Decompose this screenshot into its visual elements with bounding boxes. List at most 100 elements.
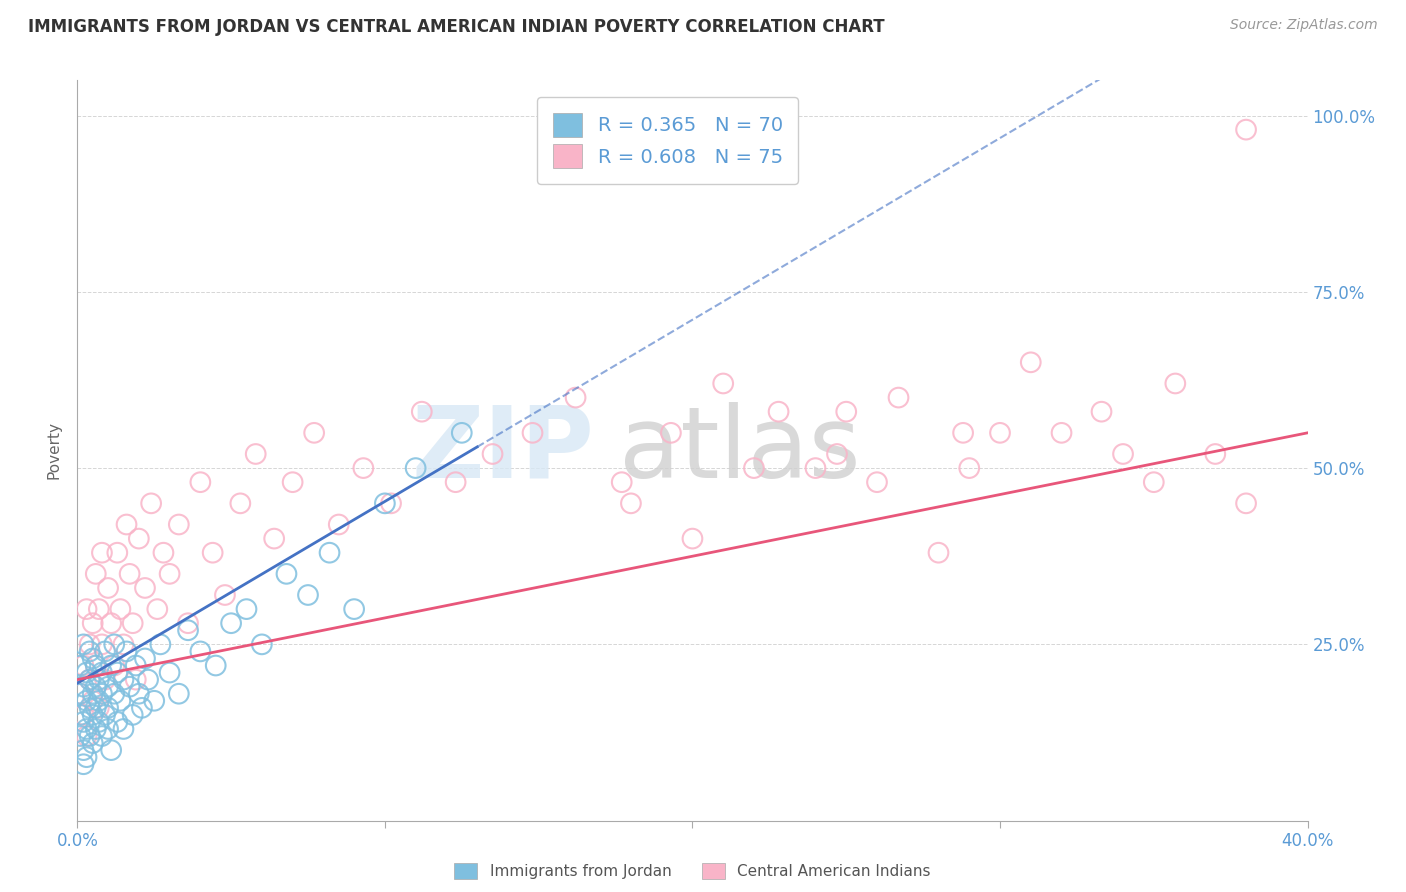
Point — [72, 680, 94, 694]
Point — [835, 405, 858, 419]
Point — [328, 517, 350, 532]
Point — [167, 517, 190, 532]
Point — [105, 546, 128, 560]
Point — [87, 602, 110, 616]
Point — [1143, 475, 1166, 490]
Point — [105, 714, 128, 729]
Point — [125, 658, 148, 673]
Point — [610, 475, 633, 490]
Point — [112, 673, 135, 687]
Point — [711, 376, 734, 391]
Point — [94, 644, 117, 658]
Point — [125, 673, 148, 687]
Point — [76, 602, 98, 616]
Point — [72, 757, 94, 772]
Point — [134, 581, 156, 595]
Point — [76, 665, 98, 680]
Point — [411, 405, 433, 419]
Point — [742, 461, 765, 475]
Text: atlas: atlas — [619, 402, 860, 499]
Point — [352, 461, 374, 475]
Point — [115, 644, 138, 658]
Point — [97, 581, 120, 595]
Point — [887, 391, 910, 405]
Point — [1112, 447, 1135, 461]
Text: ZIP: ZIP — [411, 402, 595, 499]
Point — [97, 722, 120, 736]
Point — [121, 707, 143, 722]
Point — [76, 750, 98, 764]
Point — [204, 658, 226, 673]
Point — [110, 694, 132, 708]
Point — [450, 425, 472, 440]
Point — [1204, 447, 1226, 461]
Point — [115, 517, 138, 532]
Point — [250, 637, 273, 651]
Point — [100, 658, 122, 673]
Point — [82, 707, 104, 722]
Point — [90, 546, 114, 560]
Point — [76, 722, 98, 736]
Point — [105, 665, 128, 680]
Point — [1019, 355, 1042, 369]
Point — [444, 475, 467, 490]
Point — [214, 588, 236, 602]
Point — [79, 701, 101, 715]
Point — [659, 425, 682, 440]
Point — [90, 729, 114, 743]
Point — [149, 637, 172, 651]
Point — [112, 722, 135, 736]
Point — [343, 602, 366, 616]
Point — [768, 405, 790, 419]
Point — [87, 673, 110, 687]
Point — [94, 707, 117, 722]
Point — [128, 532, 150, 546]
Point — [79, 644, 101, 658]
Point — [84, 680, 107, 694]
Point — [682, 532, 704, 546]
Point — [297, 588, 319, 602]
Y-axis label: Poverty: Poverty — [46, 421, 62, 480]
Point — [167, 687, 190, 701]
Point — [94, 673, 117, 687]
Point — [69, 687, 91, 701]
Point — [72, 714, 94, 729]
Point — [100, 616, 122, 631]
Point — [118, 680, 141, 694]
Point — [90, 637, 114, 651]
Point — [380, 496, 402, 510]
Point — [69, 687, 91, 701]
Point — [100, 743, 122, 757]
Point — [302, 425, 325, 440]
Point — [957, 461, 980, 475]
Text: Source: ZipAtlas.com: Source: ZipAtlas.com — [1230, 18, 1378, 32]
Point — [281, 475, 304, 490]
Point — [1050, 425, 1073, 440]
Point — [84, 701, 107, 715]
Point — [134, 651, 156, 665]
Point — [103, 658, 125, 673]
Point — [79, 729, 101, 743]
Point — [201, 546, 224, 560]
Point — [121, 616, 143, 631]
Point — [103, 687, 125, 701]
Point — [276, 566, 298, 581]
Point — [72, 637, 94, 651]
Point — [146, 602, 169, 616]
Point — [103, 637, 125, 651]
Point — [159, 665, 181, 680]
Point — [90, 665, 114, 680]
Point — [84, 566, 107, 581]
Point — [82, 651, 104, 665]
Point — [79, 673, 101, 687]
Point — [1090, 405, 1112, 419]
Point — [110, 602, 132, 616]
Point — [928, 546, 950, 560]
Point — [143, 694, 166, 708]
Point — [620, 496, 643, 510]
Point — [141, 496, 163, 510]
Point — [87, 694, 110, 708]
Point — [1164, 376, 1187, 391]
Point — [245, 447, 267, 461]
Point — [118, 566, 141, 581]
